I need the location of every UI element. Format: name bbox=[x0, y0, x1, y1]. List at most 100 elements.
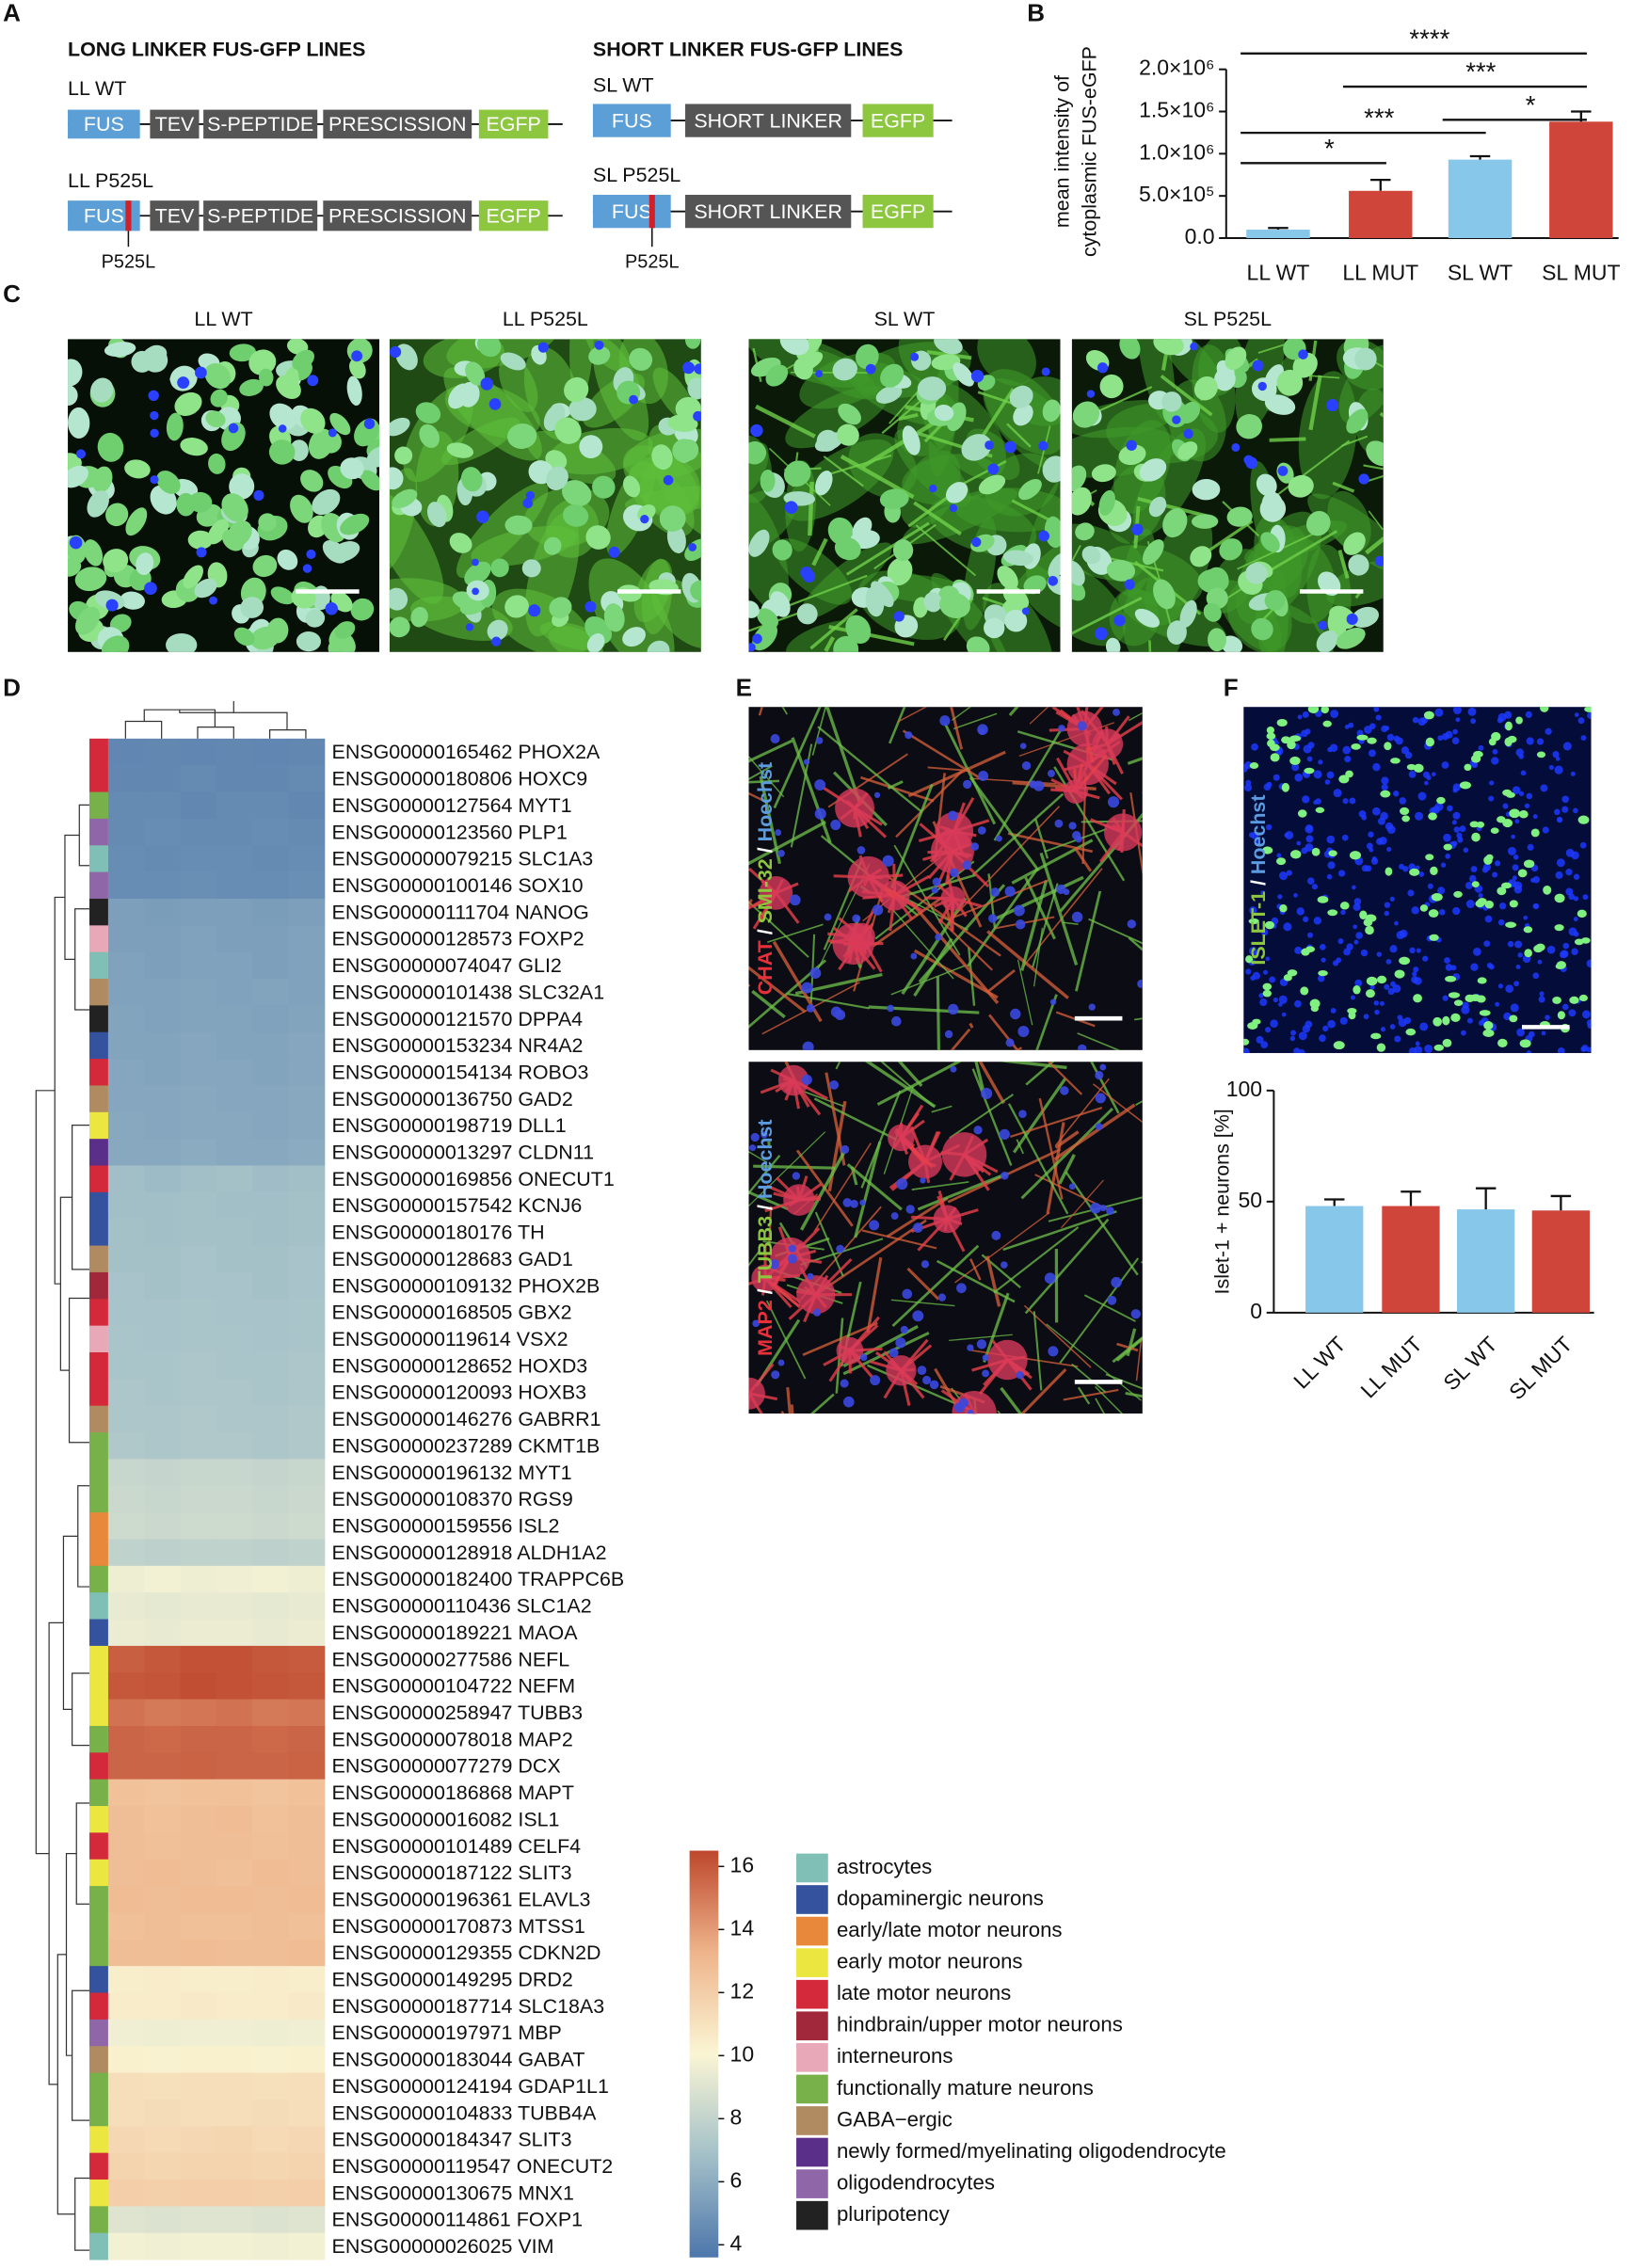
hoechst-dot bbox=[1078, 721, 1087, 730]
panel-label: B bbox=[1027, 0, 1045, 26]
x-tick-label: LL MUT bbox=[1355, 1332, 1427, 1403]
heatmap-cell bbox=[108, 2126, 145, 2153]
islet-nucleus bbox=[1345, 771, 1353, 778]
heatmap-cell bbox=[181, 1352, 217, 1380]
hoechst-dot bbox=[1048, 576, 1058, 586]
legend-swatch bbox=[796, 1948, 828, 1977]
hoechst-dot bbox=[1555, 766, 1563, 775]
hoechst-dot bbox=[978, 826, 986, 835]
hoechst-dot bbox=[894, 611, 905, 621]
hoechst-dot bbox=[1054, 820, 1063, 828]
heatmap-cell bbox=[252, 2153, 289, 2180]
heatmap-cell bbox=[144, 1406, 181, 1433]
islet-nucleus bbox=[1400, 807, 1409, 815]
panel-label: A bbox=[3, 0, 21, 26]
hoechst-dot bbox=[1312, 884, 1318, 889]
islet-nucleus bbox=[1555, 894, 1565, 903]
heatmap-cell bbox=[108, 1112, 145, 1140]
hoechst-dot bbox=[1407, 889, 1414, 896]
islet-nucleus bbox=[1533, 945, 1543, 952]
hoechst-dot bbox=[1347, 614, 1358, 625]
hoechst-dot bbox=[693, 411, 703, 422]
gene-label: ENSG00000169856 ONECUT1 bbox=[332, 1168, 615, 1190]
stain-label: ISLET-1 / Hoechst bbox=[1247, 795, 1270, 966]
heatmap-cell bbox=[144, 1566, 181, 1593]
heatmap-cell bbox=[108, 1059, 145, 1086]
heatmap-cell bbox=[108, 1726, 145, 1753]
hoechst-dot bbox=[1372, 763, 1380, 771]
hoechst-dot bbox=[1338, 870, 1345, 876]
cell-type-strip bbox=[89, 1085, 108, 1112]
hoechst-dot bbox=[1562, 943, 1569, 950]
hoechst-dot bbox=[1532, 972, 1539, 979]
hoechst-dot bbox=[1400, 930, 1408, 938]
hoechst-dot bbox=[1099, 1064, 1106, 1071]
hoechst-dot bbox=[306, 550, 315, 559]
hoechst-dot bbox=[1411, 906, 1418, 914]
bar bbox=[1305, 1206, 1363, 1313]
hoechst-dot bbox=[1298, 349, 1308, 359]
hoechst-dot bbox=[1397, 1014, 1402, 1020]
heatmap-cell bbox=[144, 952, 181, 980]
panel-label: C bbox=[3, 280, 21, 308]
hoechst-dot bbox=[1424, 1045, 1433, 1053]
cell-type-strip bbox=[89, 2126, 108, 2153]
soma bbox=[835, 789, 874, 828]
heatmap-cell bbox=[216, 1299, 253, 1326]
heatmap-cell bbox=[108, 979, 145, 1006]
cell-type-strip bbox=[89, 1806, 108, 1833]
islet-nucleus bbox=[1356, 735, 1368, 741]
heatmap-cell bbox=[181, 1166, 217, 1193]
hoechst-dot bbox=[889, 1348, 899, 1357]
heatmap-cell bbox=[108, 1032, 145, 1060]
heatmap-cell bbox=[181, 1886, 217, 1913]
heatmap-cell bbox=[181, 1672, 217, 1700]
islet-nucleus bbox=[1263, 990, 1272, 997]
heatmap-cell bbox=[289, 899, 326, 926]
heatmap-cell bbox=[108, 2206, 145, 2233]
gene-label: ENSG00000128683 GAD1 bbox=[332, 1248, 573, 1270]
hoechst-dot bbox=[70, 536, 83, 550]
hoechst-dot bbox=[1276, 853, 1281, 857]
legend-label: GABA−ergic bbox=[837, 2107, 953, 2131]
legend-swatch bbox=[796, 2043, 828, 2072]
cell-type-strip bbox=[89, 2046, 108, 2073]
hoechst-dot bbox=[1574, 874, 1579, 880]
heatmap-cell bbox=[108, 1832, 145, 1860]
hoechst-dot bbox=[253, 490, 264, 501]
islet-nucleus bbox=[1409, 869, 1419, 876]
heatmap-cell bbox=[216, 2206, 253, 2233]
hoechst-dot bbox=[1587, 1019, 1594, 1027]
soma-process bbox=[738, 1394, 748, 1423]
hoechst-dot bbox=[1495, 1002, 1499, 1007]
soma bbox=[888, 1125, 914, 1151]
islet-nucleus bbox=[1434, 1045, 1445, 1051]
islet-nucleus bbox=[1282, 783, 1289, 792]
heatmap-cell bbox=[289, 1646, 326, 1673]
heatmap-cell bbox=[216, 819, 253, 846]
legend-label: astrocytes bbox=[837, 1855, 932, 1878]
hoechst-dot bbox=[1111, 1277, 1121, 1287]
cell-type-strip bbox=[89, 2020, 108, 2047]
hoechst-dot bbox=[809, 967, 821, 979]
hoechst-dot bbox=[918, 1366, 927, 1375]
soma-process bbox=[974, 1414, 987, 1434]
heatmap-cell bbox=[108, 1912, 145, 1940]
heatmap-cell bbox=[216, 2233, 253, 2260]
islet-nucleus bbox=[1407, 764, 1417, 770]
islet-nucleus bbox=[1471, 833, 1481, 842]
hoechst-dot bbox=[1517, 952, 1523, 958]
segment-label: S-PEPTIDE bbox=[207, 113, 313, 136]
segment-label: TEV bbox=[155, 113, 195, 136]
soma-process bbox=[716, 1362, 749, 1394]
islet-nucleus bbox=[1390, 758, 1401, 763]
islet-nucleus bbox=[1399, 957, 1410, 966]
hoechst-dot bbox=[1527, 737, 1534, 744]
heatmap-cell bbox=[144, 2073, 181, 2100]
hoechst-dot bbox=[1183, 429, 1193, 439]
hoechst-dot bbox=[1258, 382, 1267, 391]
soma-process bbox=[722, 1394, 749, 1409]
legend-label: functionally mature neurons bbox=[837, 2076, 1094, 2100]
islet-nucleus bbox=[1442, 1016, 1449, 1026]
heatmap-cell bbox=[144, 1459, 181, 1486]
